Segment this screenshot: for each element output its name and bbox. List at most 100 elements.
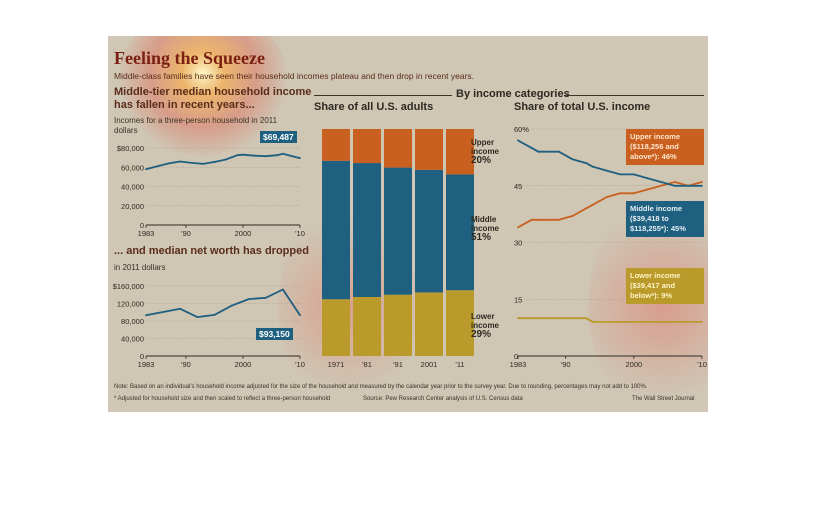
data-point (253, 154, 256, 157)
section-rule-left (314, 95, 452, 96)
Lower income bar segment (415, 292, 443, 356)
data-point (299, 157, 301, 160)
net-worth-unit: in 2011 dollars (114, 263, 166, 272)
y-tick-label: 120,000 (117, 300, 144, 309)
x-tick-label: '10 (295, 360, 305, 369)
Upper income bar segment (322, 129, 350, 161)
middle-income-segment-label: Middle income 51% (471, 215, 505, 243)
data-point (247, 298, 250, 301)
data-point (517, 139, 519, 142)
x-tick-label: '90 (561, 360, 571, 369)
data-point (632, 192, 635, 195)
middle-income-callout: Middle income ($39,418 to $118,255*): 45… (626, 201, 704, 237)
y-tick-label: $160,000 (113, 282, 144, 291)
data-point (145, 314, 147, 317)
y-tick-label: 20,000 (121, 202, 144, 211)
data-point (299, 314, 301, 317)
y-tick-label: 40,000 (121, 183, 144, 192)
data-point (701, 184, 703, 187)
data-point (190, 162, 193, 164)
data-point (145, 168, 147, 171)
data-point (530, 147, 533, 149)
page-title: Feeling the Squeeze (114, 48, 265, 68)
data-point (701, 321, 703, 323)
data-point (276, 154, 279, 157)
y-tick-label: 80,000 (121, 317, 144, 326)
data-point (585, 162, 588, 164)
data-point (673, 181, 676, 183)
x-tick-label: 1983 (510, 360, 527, 369)
upper-income-value: 20% (471, 155, 492, 166)
data-point (660, 181, 663, 183)
upper-income-callout: Upper income ($118,256 and above*): 46% (626, 129, 704, 165)
data-point (287, 154, 290, 157)
data-point (592, 321, 594, 323)
footer-footnote: * Adjusted for household size and then s… (114, 396, 331, 402)
upper-income-segment-label: Upper income 20% (471, 138, 505, 166)
data-point (557, 218, 560, 221)
Middle income bar segment (353, 163, 381, 297)
data-point (517, 226, 519, 229)
Upper income bar segment (446, 129, 474, 175)
data-point (605, 196, 608, 198)
Lower income bar segment (384, 294, 412, 356)
median-income-callout: $69,487 (260, 131, 297, 143)
upper-income-label: Upper income (471, 138, 500, 156)
data-point (224, 158, 227, 161)
data-point (179, 160, 182, 163)
data-point (619, 173, 622, 176)
lower-income-value: 29% (471, 329, 492, 340)
y-tick-label: 0 (140, 221, 144, 230)
y-tick-label: 30 (514, 239, 522, 248)
share-adults-heading: Share of all U.S. adults (314, 101, 434, 113)
middle-income-value: 51% (471, 232, 492, 243)
Lower income bar segment (446, 290, 474, 356)
data-point (592, 203, 594, 206)
data-point (202, 162, 204, 165)
data-point (632, 173, 635, 176)
data-point (571, 215, 574, 217)
x-tick-label: 1983 (138, 360, 155, 369)
Lower income bar segment (322, 299, 350, 356)
Lower income line (518, 317, 702, 323)
Middle income bar segment (446, 174, 474, 291)
data-point (167, 162, 170, 165)
y-tick-label: 0 (140, 352, 144, 361)
x-tick-label: '90 (181, 229, 191, 238)
data-point (537, 218, 540, 221)
x-tick-label: 2000 (626, 360, 643, 369)
y-tick-label: $80,000 (117, 144, 144, 153)
data-point (264, 155, 267, 158)
lower-income-segment-label: Lower income 29% (471, 312, 505, 340)
Middle income bar segment (384, 167, 412, 295)
x-tick-label: 1983 (138, 229, 155, 238)
data-point (667, 321, 669, 323)
y-tick-label: 40,000 (121, 335, 144, 344)
data-point (230, 304, 233, 307)
data-point (156, 165, 159, 168)
lower-income-label: Lower income (471, 312, 500, 330)
median-income-heading-1: Middle-tier median household income (114, 86, 312, 98)
net-worth-callout: $93,150 (256, 328, 293, 340)
share-income-heading: Share of total U.S. income (514, 101, 651, 113)
median-income-unit-1: Incomes for a three-person household in … (114, 116, 278, 125)
Upper income bar segment (353, 129, 381, 164)
data-point (646, 177, 649, 180)
Lower income bar segment (353, 296, 381, 356)
net-worth-heading: ... and median net worth has dropped (114, 245, 309, 257)
data-point (585, 317, 588, 320)
footer-source: Source: Pew Research Center analysis of … (363, 396, 523, 402)
footer-credit: The Wall Street Journal (632, 396, 695, 402)
data-point (517, 317, 519, 320)
data-point (687, 184, 690, 187)
data-point (660, 184, 663, 187)
data-point (213, 161, 216, 163)
Middle income bar segment (415, 169, 443, 293)
data-point (530, 317, 533, 320)
x-tick-label: 1971 (328, 360, 345, 369)
net-worth-line (145, 288, 301, 318)
y-tick-label: 60,000 (121, 163, 144, 172)
data-point (701, 181, 703, 183)
